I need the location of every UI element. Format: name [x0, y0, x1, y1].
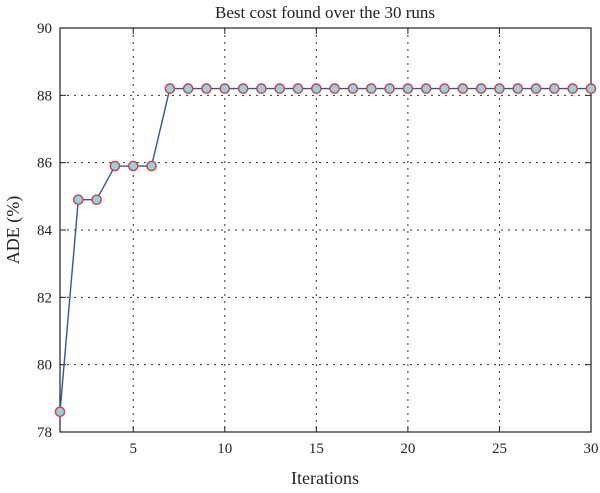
data-point-marker	[384, 83, 395, 94]
data-point-marker	[420, 83, 432, 94]
data-point-marker	[402, 83, 414, 94]
data-point-marker	[311, 83, 322, 94]
x-tick-label: 5	[129, 441, 137, 457]
data-point-marker	[164, 83, 176, 94]
chart-title: Best cost found over the 30 runs	[215, 3, 435, 22]
data-point-marker	[347, 83, 359, 94]
data-point-marker	[585, 83, 597, 94]
y-tick-label: 88	[37, 88, 52, 104]
data-point-marker	[146, 160, 157, 172]
data-point-marker	[54, 406, 66, 418]
y-axis-label: ADE (%)	[3, 196, 24, 264]
data-point-marker	[365, 83, 377, 94]
x-tick-label: 20	[400, 441, 415, 457]
data-point-marker	[256, 83, 267, 94]
data-point-marker	[530, 83, 542, 94]
data-point-marker	[512, 83, 524, 94]
x-tick-label: 25	[492, 441, 507, 457]
x-tick-label: 30	[584, 441, 599, 457]
data-point-marker	[91, 194, 102, 205]
data-point-marker	[109, 160, 121, 172]
data-point-marker	[292, 83, 304, 94]
x-tick-label: 10	[217, 441, 232, 457]
data-point-marker	[219, 83, 231, 94]
grid-lines	[60, 28, 591, 432]
data-point-marker	[201, 83, 212, 94]
axis-ticks: 5 10 15 20 25 30 78 80 82 84 86 88 90	[37, 21, 599, 457]
data-point-marker	[439, 83, 450, 94]
y-tick-label: 82	[37, 290, 52, 306]
data-point-marker	[182, 83, 194, 94]
data-point-marker	[475, 83, 487, 94]
x-axis-label: Iterations	[291, 468, 359, 488]
data-point-marker	[494, 83, 505, 94]
data-point-marker	[549, 83, 560, 94]
y-tick-label: 86	[37, 156, 53, 172]
data-point-marker	[567, 83, 578, 94]
data-point-marker	[457, 83, 469, 94]
y-tick-label: 84	[37, 223, 53, 239]
data-point-marker	[329, 83, 340, 94]
series-polyline	[59, 87, 591, 412]
x-tick-label: 15	[309, 441, 324, 457]
data-point-marker	[127, 160, 139, 172]
series-markers	[54, 83, 597, 418]
data-point-marker	[274, 83, 286, 94]
series-line	[59, 87, 591, 412]
y-tick-label: 80	[37, 358, 52, 374]
y-tick-label: 78	[37, 425, 52, 441]
y-tick-label: 90	[37, 21, 52, 37]
data-point-marker	[73, 194, 84, 205]
data-point-marker	[237, 83, 249, 94]
